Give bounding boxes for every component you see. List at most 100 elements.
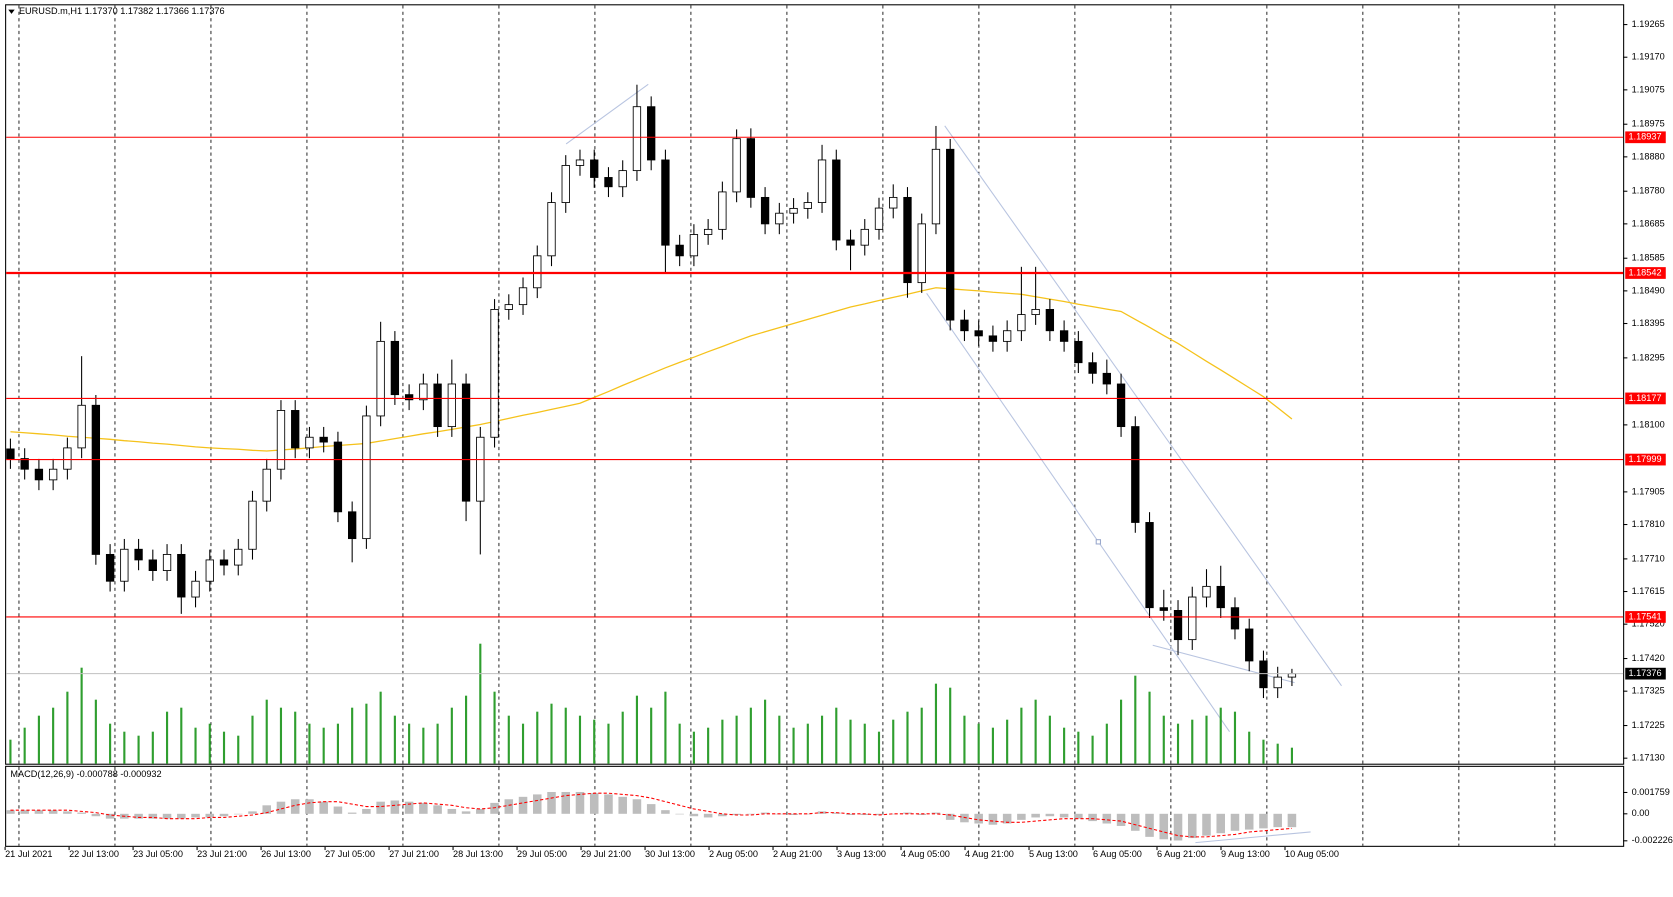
volume-bar [9, 739, 12, 764]
macd-bar [1187, 813, 1197, 839]
macd-bar [518, 796, 528, 814]
volume-bar [678, 723, 681, 764]
candle-body [48, 468, 58, 481]
candle-body [63, 447, 72, 470]
volume-bar [1205, 715, 1208, 764]
macd-bar [6, 810, 15, 814]
x-tick-label: 5 Aug 13:00 [1029, 849, 1078, 859]
macd-bar [461, 811, 471, 814]
macd-bar [20, 810, 29, 814]
volume-bar [279, 707, 283, 764]
candle-body [860, 228, 869, 246]
candle-body [988, 335, 998, 342]
candle-body [134, 548, 143, 561]
macd-bar [1287, 813, 1297, 828]
volume-bar [222, 731, 226, 764]
candle-body [1031, 308, 1040, 316]
volume-bar [578, 715, 582, 764]
macd-bar [618, 796, 627, 814]
candle-body [77, 404, 86, 449]
candle-body [1002, 330, 1012, 342]
x-tick-label: 21 Jul 2021 [5, 849, 52, 859]
macd-bar [490, 802, 499, 814]
candle-body [1017, 314, 1026, 332]
volume-bar [1233, 711, 1237, 764]
candle-body [319, 436, 328, 443]
level-label: 1.18937 [1628, 132, 1661, 142]
candle-body [1159, 607, 1168, 611]
macd-tick-label: -0.002226 [1632, 835, 1673, 845]
candle-body [974, 330, 983, 337]
volume-bar [1219, 707, 1222, 764]
candle-body [390, 340, 400, 396]
channel-line [926, 293, 1230, 732]
plot-layer: 21 Jul 2021 22 Jul 13:00 23 Jul 05:00 23 Ju… [4, 19, 1673, 859]
candle-body [889, 196, 898, 209]
candle-body [1202, 585, 1211, 598]
candle-body [162, 553, 172, 571]
candle-body [148, 559, 157, 571]
level-tag [1625, 267, 1666, 279]
macd-bar [917, 813, 926, 816]
macd-bar [319, 801, 328, 814]
volume-bar [977, 723, 980, 764]
macd-bar [746, 813, 756, 815]
volume-bar [180, 707, 183, 764]
x-tick-label: 29 Jul 21:00 [581, 849, 631, 859]
volume-bar [208, 723, 211, 764]
menu-arrow[interactable] [8, 9, 15, 14]
candle-body [191, 580, 200, 598]
current-price-tag [1625, 667, 1666, 680]
volume-bar [664, 691, 667, 764]
candle-body [1273, 676, 1282, 689]
candle-body [675, 244, 684, 257]
macd-bar [1002, 813, 1012, 824]
volume-bar [550, 703, 553, 764]
y-tick-label: 1.18975 [1632, 119, 1665, 129]
macd-bar [547, 791, 556, 814]
y-tick-label: 1.17615 [1632, 586, 1665, 596]
volume-bar [165, 711, 169, 764]
candle-body [732, 138, 741, 193]
x-tick-label: 27 Jul 21:00 [389, 849, 439, 859]
macd-signal [10, 792, 1292, 838]
x-tick-label: 26 Jul 13:00 [261, 849, 311, 859]
volume-bar [465, 695, 468, 764]
macd-bar [533, 794, 542, 814]
macd-bar [333, 806, 343, 814]
y-tick-label: 1.18490 [1632, 285, 1665, 295]
candle-body [775, 212, 784, 225]
level-label: 1.17999 [1628, 454, 1661, 464]
candle-body [447, 383, 456, 428]
candle-body [604, 177, 613, 188]
candle-body [404, 394, 414, 401]
macd-bar [1273, 813, 1282, 828]
candle-body [1145, 522, 1154, 609]
macd-bar [874, 813, 884, 816]
y-tick-label: 1.17225 [1632, 720, 1665, 730]
volume-bar [237, 735, 240, 764]
volume-bar [1119, 699, 1123, 764]
candle-body [120, 548, 129, 582]
volume-bar [1248, 731, 1251, 764]
candle-body [561, 165, 570, 203]
level-label: 1.17541 [1628, 611, 1661, 621]
macd-bar [931, 812, 941, 814]
x-tick-label: 6 Aug 21:00 [1157, 849, 1206, 859]
candle-body [575, 159, 585, 166]
volume-bar [422, 727, 425, 764]
volume-bar [52, 707, 55, 764]
volume-bar [479, 643, 482, 764]
volume-bar [66, 691, 69, 764]
volume-bar [294, 711, 297, 764]
volume-bar [607, 723, 610, 764]
x-tick-label: 28 Jul 13:00 [453, 849, 503, 859]
macd-bar [760, 812, 770, 814]
macd-bar [1159, 813, 1169, 840]
volume-bar [1191, 719, 1194, 764]
macd-bar [860, 813, 870, 816]
candle-body [490, 308, 499, 438]
candle-body [6, 448, 15, 459]
volume-bar [820, 715, 824, 764]
